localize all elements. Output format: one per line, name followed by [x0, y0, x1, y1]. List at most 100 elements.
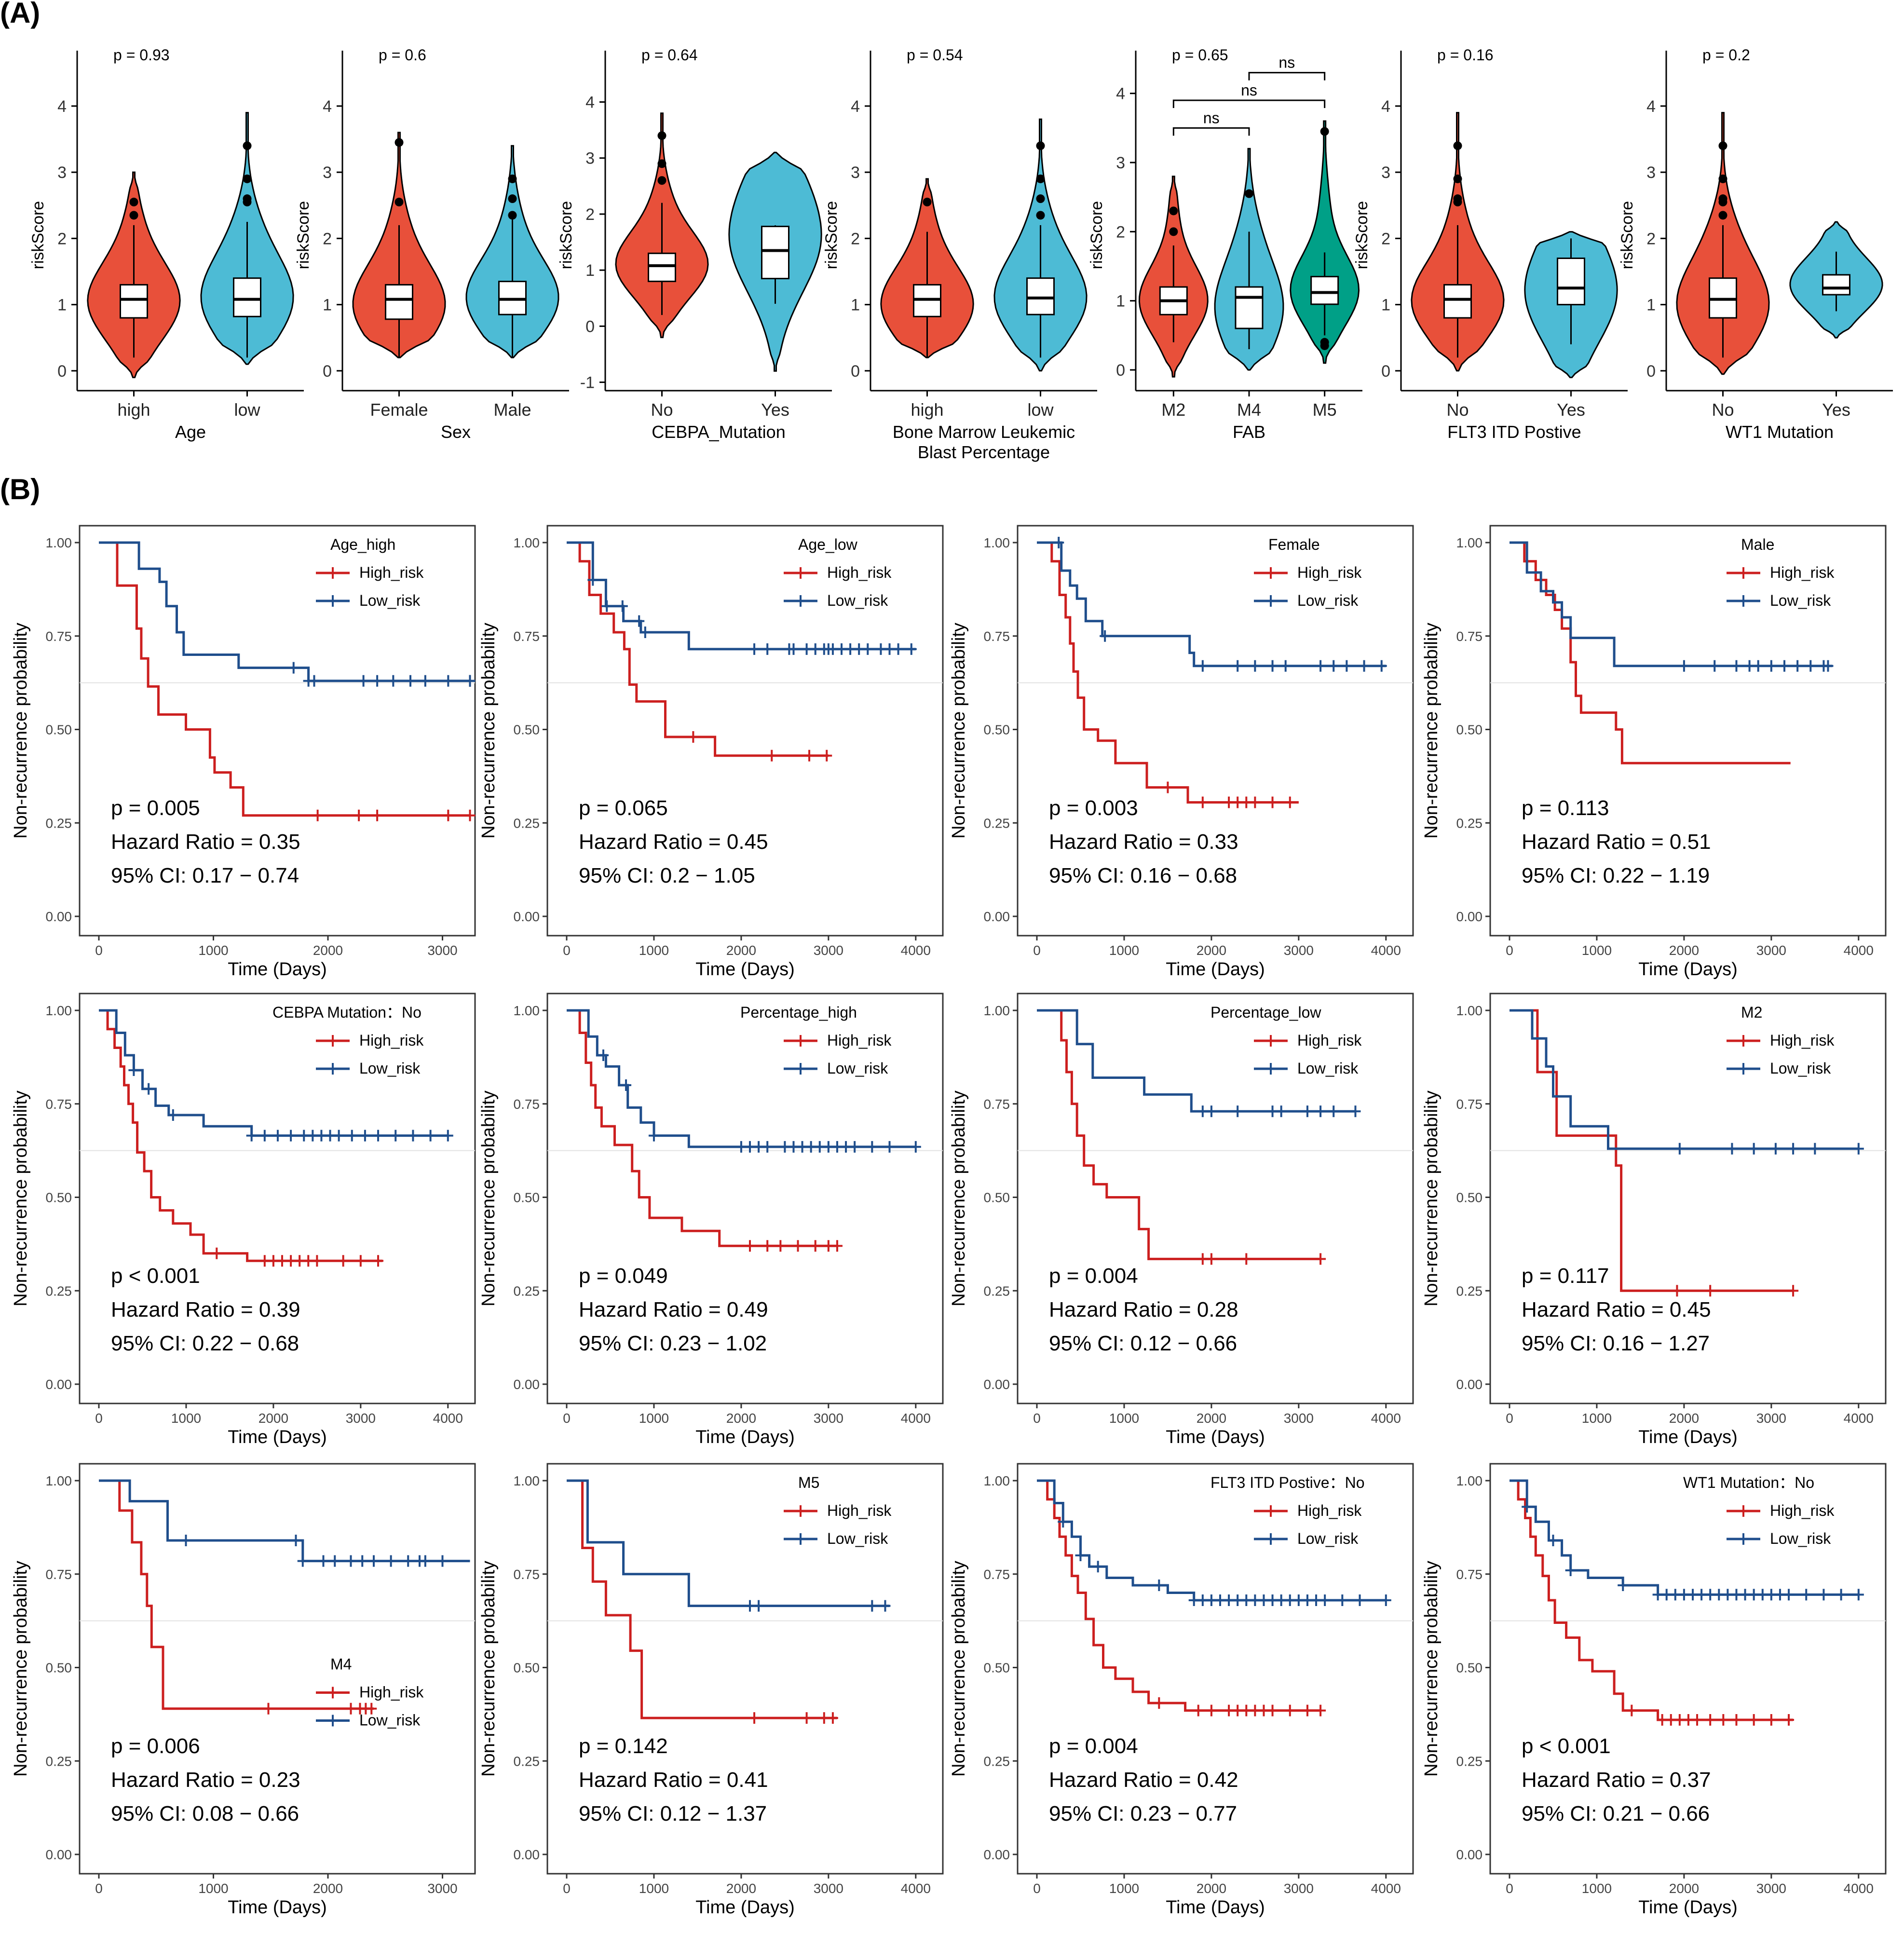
y-tick-label: 0.00: [1456, 909, 1483, 924]
legend-key-censor: [795, 595, 806, 607]
x-tick-label: 0: [1033, 1881, 1041, 1896]
y-tick-label: 0.00: [984, 1377, 1010, 1392]
x-tick-label: Yes: [1557, 400, 1585, 420]
censor-mark: [1548, 1535, 1559, 1546]
x-tick-label: 4000: [901, 1881, 931, 1896]
y-tick-label: 3: [57, 163, 67, 182]
y-tick-label: 0.50: [1456, 722, 1483, 737]
legend-title: Male: [1741, 536, 1774, 553]
censor-mark: [1193, 1704, 1204, 1716]
x-tick-label: 0: [95, 1881, 103, 1896]
x-tick-label: 0: [1033, 1411, 1041, 1426]
legend-title: CEBPA Mutation：No: [272, 1004, 422, 1021]
censor-mark: [1058, 1516, 1069, 1528]
x-axis-title: FAB: [1233, 422, 1265, 442]
y-tick-label: 3: [585, 150, 595, 168]
censor-mark: [648, 1130, 659, 1142]
x-tick-label: No: [1712, 400, 1734, 420]
censor-mark: [1100, 630, 1111, 642]
censor-mark: [246, 1130, 257, 1142]
box-Yes: [1822, 274, 1850, 296]
censor-mark: [297, 1555, 308, 1567]
censor-mark: [373, 1130, 384, 1142]
confidence-interval: 95% CI: 0.12 − 1.37: [579, 1802, 767, 1825]
y-tick-label: 1: [1116, 292, 1125, 311]
censor-mark: [1250, 660, 1261, 672]
legend-key-censor: [1265, 1035, 1276, 1047]
plot-frame: [79, 1463, 476, 1875]
y-axis-title: riskScore: [29, 201, 47, 270]
censor-mark: [1748, 1714, 1759, 1726]
legend-key-censor: [1265, 595, 1276, 607]
censor-mark: [1053, 537, 1064, 548]
y-axis-title: Non-recurrence probability: [1421, 1090, 1442, 1307]
legend-label: High_risk: [359, 1684, 424, 1701]
x-tick-label: Yes: [1822, 400, 1850, 420]
outlier-point: [243, 194, 252, 204]
censor-mark: [1319, 1594, 1331, 1606]
legend-label: Low_risk: [1297, 1530, 1359, 1547]
plot-frame: [546, 525, 944, 937]
y-tick-label: 1.00: [984, 1473, 1010, 1488]
censor-mark: [180, 1535, 191, 1546]
km-chart-0: 0.00 0.25 0.50 0.75 1.00 0 1000 2000 3000 Time (D…: [11, 525, 476, 980]
censor-mark: [1788, 1143, 1799, 1155]
legend-title: Percentage_high: [740, 1004, 857, 1021]
censor-mark: [425, 1130, 436, 1142]
censor-mark: [312, 1255, 323, 1267]
y-tick-label: 1: [1646, 296, 1656, 314]
legend-key-censor: [327, 1715, 338, 1727]
plot-frame: [79, 525, 476, 937]
censor-mark: [167, 1109, 178, 1121]
x-axis-title: Blast Percentage: [918, 442, 1050, 462]
censor-mark: [587, 574, 598, 586]
legend-label: Low_risk: [359, 1060, 421, 1077]
censor-mark: [617, 600, 628, 612]
y-tick-label: 1: [57, 296, 67, 314]
y-axis-title: riskScore: [1353, 201, 1371, 270]
y-tick-label: 0.75: [984, 1097, 1010, 1112]
legend-title: Percentage_low: [1210, 1004, 1321, 1021]
censor-mark: [1522, 1501, 1533, 1513]
legend-title: M4: [330, 1656, 352, 1673]
x-tick-label: 1000: [1109, 1881, 1139, 1896]
x-tick-label: 2000: [258, 1411, 288, 1426]
y-tick-label: 4: [1646, 97, 1656, 116]
confidence-interval: 95% CI: 0.23 − 1.02: [579, 1332, 767, 1355]
x-tick-label: 1000: [639, 943, 669, 958]
x-tick-label: low: [234, 400, 260, 420]
legend-key-censor: [795, 1063, 806, 1075]
legend-key-censor: [1738, 1533, 1749, 1545]
y-tick-label: 0: [1116, 361, 1125, 380]
p-value: p = 0.142: [579, 1734, 668, 1758]
y-tick-label: 0.25: [984, 1283, 1010, 1298]
legend-key-censor: [327, 1035, 338, 1047]
censor-mark: [464, 675, 476, 687]
y-tick-label: 4: [851, 97, 860, 116]
y-tick-label: 1: [323, 296, 332, 314]
censor-mark: [329, 1555, 340, 1567]
x-tick-label: Female: [370, 400, 428, 420]
censor-mark: [388, 675, 399, 687]
x-tick-label: high: [911, 400, 943, 420]
plot-frame: [546, 993, 944, 1404]
legend-label: Low_risk: [359, 592, 421, 609]
comparison-bracket: [1172, 127, 1250, 136]
p-value: p = 0.64: [641, 46, 698, 64]
confidence-interval: 95% CI: 0.17 − 0.74: [111, 864, 299, 887]
x-axis-title: Time (Days): [1638, 959, 1737, 980]
y-tick-label: 1.00: [984, 535, 1010, 550]
censor-mark: [464, 809, 476, 821]
x-tick-label: No: [651, 400, 673, 420]
x-tick-label: 2000: [313, 943, 343, 958]
censor-mark: [1809, 1143, 1821, 1155]
x-tick-label: 4000: [901, 1411, 931, 1426]
p-value: p < 0.001: [1522, 1734, 1611, 1758]
comparison-label: ns: [1278, 54, 1295, 71]
x-tick-label: high: [117, 400, 150, 420]
censor-mark: [333, 1130, 344, 1142]
x-tick-label: 1000: [1582, 1881, 1612, 1896]
box-M4: [1235, 286, 1264, 329]
box-No: [1443, 284, 1472, 319]
censor-mark: [827, 1712, 838, 1724]
